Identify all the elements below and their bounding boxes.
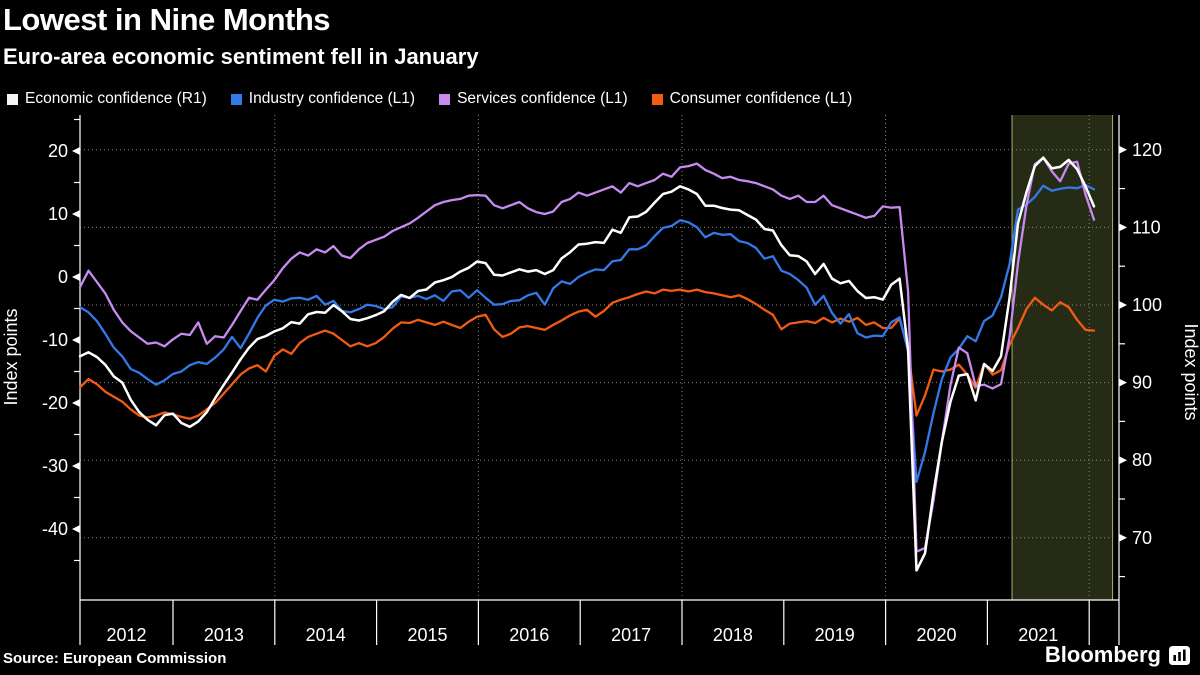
- year-label: 2018: [713, 625, 753, 645]
- right-tick-label: 100: [1132, 295, 1162, 315]
- chart-legend: Economic confidence (R1) Industry confid…: [7, 90, 852, 108]
- left-tick-label: -40: [42, 519, 68, 539]
- economic-confidence-swatch-icon: [7, 93, 18, 105]
- right-axis-title: Index points: [1181, 323, 1200, 420]
- left-tick-label: -10: [42, 330, 68, 350]
- bloomberg-terminal-icon: [1169, 645, 1190, 665]
- legend-label: Consumer confidence (L1): [669, 90, 853, 107]
- year-label: 2021: [1018, 625, 1058, 645]
- industry-confidence-swatch-icon: [230, 93, 242, 105]
- source-credit: Source: European Commission: [3, 650, 227, 667]
- left-tick-label: 20: [48, 141, 68, 161]
- year-label: 2020: [916, 625, 956, 645]
- chart-subtitle: Euro-area economic sentiment fell in Jan…: [3, 44, 479, 69]
- year-label: 2014: [306, 625, 346, 645]
- series-consumer-confidence-line: [78, 288, 1096, 420]
- right-tick-label: 110: [1132, 217, 1161, 237]
- right-tick-label: 120: [1132, 140, 1162, 160]
- series-economic-confidence-line: [78, 156, 1096, 572]
- year-label: 2013: [204, 625, 244, 645]
- left-tick-label: 10: [48, 204, 68, 224]
- right-tick-label: 70: [1132, 528, 1152, 548]
- legend-label: Industry confidence (L1): [248, 90, 416, 107]
- left-axis-title: Index points: [1, 308, 21, 405]
- year-label: 2015: [407, 625, 447, 645]
- legend-item-industry-confidence: Industry confidence (L1): [230, 90, 416, 108]
- left-axis: 20 10 0 -10 -20 -30 -40 Index points: [1, 118, 80, 562]
- legend-item-services-confidence: Services confidence (L1): [439, 90, 628, 108]
- right-tick-label: 90: [1132, 373, 1152, 393]
- year-label: 2016: [509, 625, 549, 645]
- x-axis: 2012 2013 2014 2015 2016 2017 2018 2019 2020 2021: [106, 600, 1090, 645]
- left-tick-label: 0: [58, 267, 68, 287]
- legend-item-consumer-confidence: Consumer confidence (L1): [651, 90, 853, 108]
- page-title: Lowest in Nine Months: [3, 2, 331, 37]
- series-services-confidence-line: [78, 156, 1096, 553]
- bloomberg-brand: Bloomberg: [1045, 642, 1190, 668]
- consumer-confidence-swatch-icon: [651, 93, 663, 105]
- left-tick-label: -20: [42, 393, 68, 413]
- left-tick-label: -30: [42, 456, 68, 476]
- year-label: 2019: [815, 625, 855, 645]
- year-label: 2012: [106, 625, 146, 645]
- horizontal-gridlines: [80, 149, 1113, 539]
- right-tick-label: 80: [1132, 450, 1152, 470]
- year-label: 2017: [611, 625, 651, 645]
- bloomberg-wordmark: Bloomberg: [1044, 642, 1161, 667]
- services-confidence-swatch-icon: [439, 93, 451, 105]
- legend-label: Economic confidence (R1): [25, 90, 207, 107]
- legend-item-economic-confidence: Economic confidence (R1): [7, 90, 207, 108]
- right-axis: 120 110 100 90 80 70 Index points: [1119, 140, 1200, 578]
- series-industry-confidence-line: [78, 183, 1096, 483]
- legend-label: Services confidence (L1): [457, 90, 628, 107]
